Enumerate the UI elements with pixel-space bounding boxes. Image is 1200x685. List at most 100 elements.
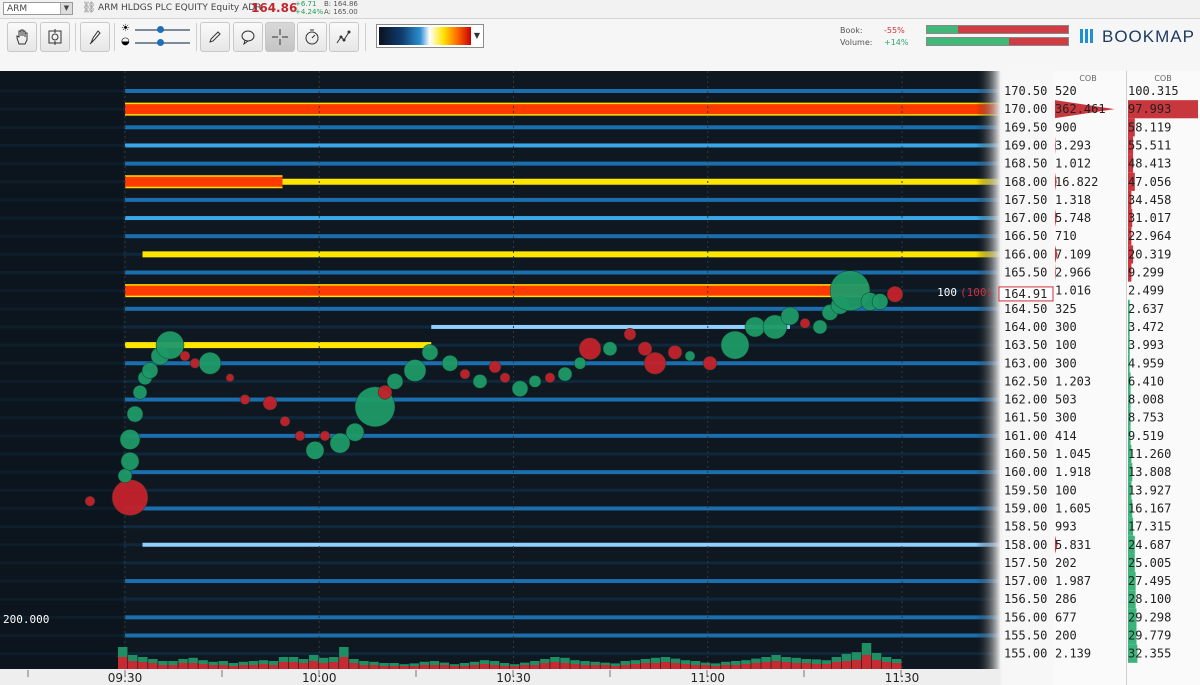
volume-bar-sell xyxy=(680,664,691,669)
volume-bar-sell xyxy=(660,662,671,669)
contrast-slider-knob[interactable] xyxy=(156,39,164,46)
brush-button[interactable] xyxy=(80,22,110,52)
liquidity-band xyxy=(125,197,1000,202)
volume-bar-buy xyxy=(188,657,198,663)
timer-button[interactable] xyxy=(297,22,327,52)
trade-dot xyxy=(279,416,291,427)
cob-value-label: 16.167 xyxy=(1128,501,1171,515)
cob-panel-2 xyxy=(1127,71,1200,685)
volume-bar-sell xyxy=(530,665,540,669)
volume-bar-buy xyxy=(781,657,791,662)
cob-value-label: 32.355 xyxy=(1128,647,1171,661)
liquidity-band xyxy=(125,103,1000,115)
volume-bar-buy xyxy=(429,661,440,665)
book-value: -55% xyxy=(884,26,905,35)
heatmap-chart[interactable]: 170.50 520 100.315 170.00 362.461 97.993 169.5… xyxy=(0,71,1200,685)
palette-gradient xyxy=(379,27,471,45)
volume-bar-buy xyxy=(851,652,862,660)
volume-bar-sell xyxy=(821,664,832,669)
volume-bar-buy xyxy=(379,663,389,666)
book-size-label: 900 xyxy=(1055,120,1077,134)
volume-bar-sell xyxy=(419,665,429,669)
trade-dot xyxy=(488,360,502,374)
volume-bar-sell xyxy=(560,663,570,669)
book-size-label: 286 xyxy=(1055,592,1077,606)
cob-value-label: 17.315 xyxy=(1128,520,1171,534)
chevron-down-icon[interactable]: ▼ xyxy=(60,3,72,14)
volume-bar-sell xyxy=(409,666,419,669)
speech-bubble-icon xyxy=(241,30,255,46)
heatmap-area[interactable]: 170.50 520 100.315 170.00 362.461 97.993 169.5… xyxy=(0,71,1200,685)
price-level-label: 168.00 xyxy=(1004,175,1047,189)
trade-dot xyxy=(886,286,904,303)
liquidity-band xyxy=(125,306,1000,311)
trade-dot xyxy=(637,341,653,356)
chevron-down-icon[interactable]: ▼ xyxy=(473,31,481,40)
brightness-slider-knob[interactable] xyxy=(156,26,164,33)
volume-bar-buy xyxy=(871,653,882,660)
volume-bar-sell xyxy=(741,664,751,669)
volume-bar-buy xyxy=(791,657,801,663)
draw-button[interactable] xyxy=(200,22,230,52)
volume-bar-buy xyxy=(811,659,821,664)
volume-bar-sell xyxy=(148,663,158,669)
pan-button[interactable] xyxy=(7,22,37,52)
book-row xyxy=(0,652,1000,656)
volume-bar-buy xyxy=(570,660,580,664)
note-button[interactable] xyxy=(233,22,263,52)
volume-bar-buy xyxy=(620,661,631,665)
cob-spike xyxy=(1055,172,1057,191)
trade-dot xyxy=(511,380,529,397)
cob-bar xyxy=(1128,227,1132,246)
volume-bar-buy xyxy=(198,660,208,664)
crosshair-button[interactable] xyxy=(265,22,295,52)
price-level-label: 166.00 xyxy=(1004,247,1047,261)
book-row xyxy=(0,379,1000,383)
price-change-pct: +4.24% xyxy=(295,8,324,16)
volume-bar-buy xyxy=(178,659,188,663)
volume-bar-sell xyxy=(721,665,731,669)
volume-bar-buy xyxy=(278,657,289,662)
volume-bar-sell xyxy=(399,666,409,669)
volume-bar-buy xyxy=(891,659,902,663)
symbol-select[interactable]: ARM ▼ xyxy=(3,2,73,15)
cob-bars-1 xyxy=(1055,100,1115,554)
trade-dot xyxy=(329,432,351,454)
cob-spike xyxy=(1055,535,1058,554)
cob-value-label: 9.519 xyxy=(1128,429,1164,443)
book-label: Book: xyxy=(840,26,863,35)
cob-value-label: 58.119 xyxy=(1128,120,1171,134)
volume-bar-buy xyxy=(268,661,279,665)
trade-dot xyxy=(623,327,637,341)
volume-bar-buy xyxy=(218,661,228,665)
meter-green-fill xyxy=(927,26,959,33)
trade-dot xyxy=(472,374,488,389)
trade-dot xyxy=(544,372,556,384)
volume-bar-sell xyxy=(670,663,681,669)
link-icon[interactable]: ⛓ xyxy=(82,1,96,14)
volume-bar-sell xyxy=(801,663,811,669)
volume-bar-sell xyxy=(138,662,148,669)
volume-bar-sell xyxy=(329,662,339,669)
volume-value: +14% xyxy=(884,38,909,47)
target-button[interactable] xyxy=(40,22,70,52)
trade-dot xyxy=(111,479,149,516)
trade-dot xyxy=(528,375,542,388)
trade-dot xyxy=(421,344,439,361)
volume-bar-buy xyxy=(288,657,299,662)
trade-dot xyxy=(155,330,185,360)
time-axis: 09:30 10:00 10:30 11:00 11:30 xyxy=(0,669,1000,685)
volume-bar-sell xyxy=(600,665,610,669)
volume-bar-sell xyxy=(499,666,510,669)
volume-bar-sell xyxy=(298,663,309,669)
indicators-button[interactable] xyxy=(329,22,359,52)
crosshair-icon xyxy=(272,29,288,45)
liquidity-band xyxy=(142,251,1000,258)
volume-bar-buy xyxy=(168,661,178,665)
volume-bar-buy xyxy=(700,662,711,665)
book-imbalance-meter xyxy=(926,25,1069,34)
book-size-label: 2.139 xyxy=(1055,647,1091,661)
volume-bar-buy xyxy=(861,643,872,655)
heatmap-palette-select[interactable]: ▼ xyxy=(376,24,484,48)
price-level-label: 169.00 xyxy=(1004,138,1047,152)
